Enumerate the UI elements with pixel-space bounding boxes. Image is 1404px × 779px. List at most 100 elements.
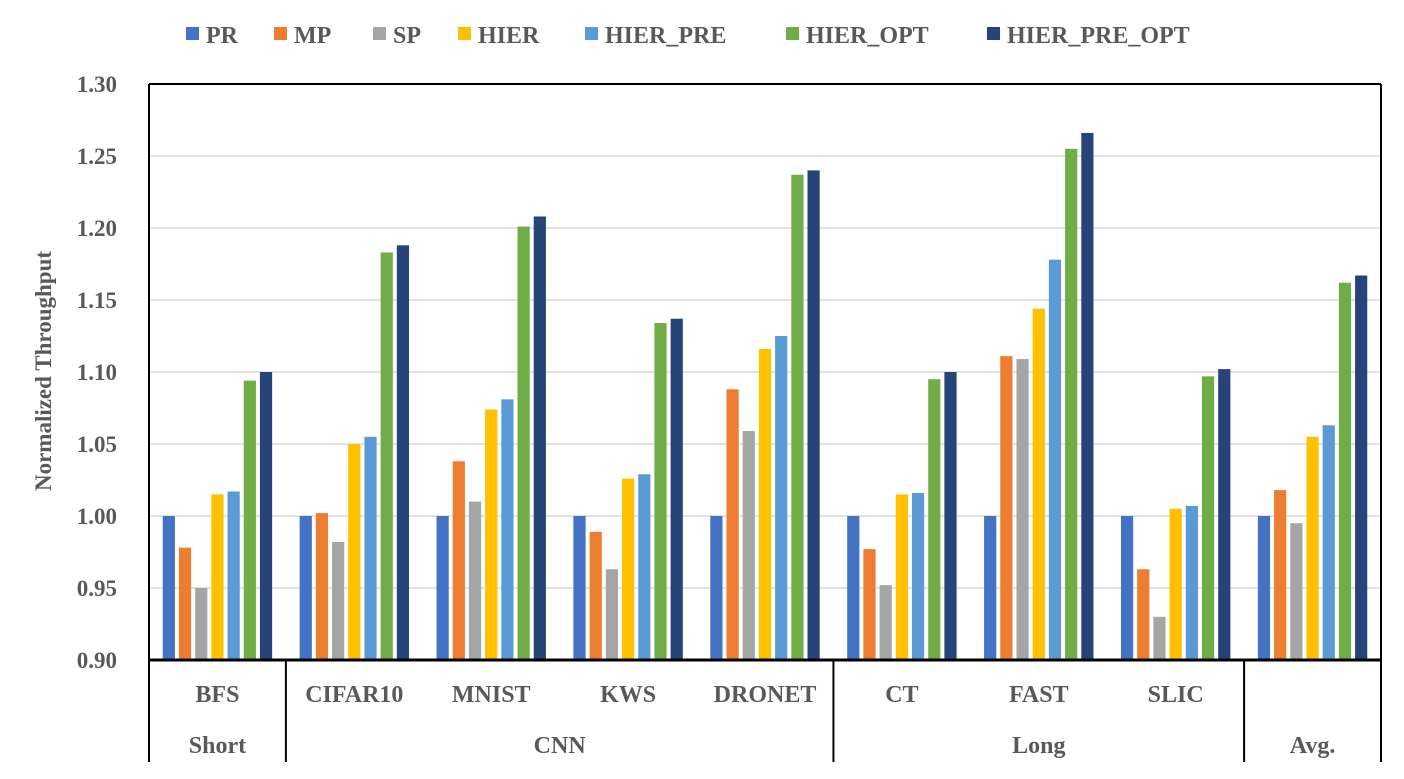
bar-pr [436, 516, 449, 660]
bar-sp [468, 501, 482, 660]
bar-group-bfs [162, 372, 273, 660]
bar-hier_pre_opt [1355, 275, 1368, 660]
bar-sp [195, 588, 208, 660]
category-label-kws: KWS [600, 682, 656, 708]
bar-hier [348, 444, 361, 660]
bar-hier_opt [1065, 148, 1078, 661]
bar-hier_opt [654, 323, 667, 660]
bar-mp [1000, 356, 1013, 660]
bar-hier_pre_opt [396, 245, 410, 660]
category-label-dronet: DRONET [714, 682, 817, 708]
bar-group-ct [847, 372, 957, 660]
legend-swatch-hier_pre_opt [987, 27, 1000, 40]
bar-mp [1274, 490, 1287, 660]
bar-pr [1120, 516, 1134, 660]
bar-hier_opt [1338, 282, 1352, 660]
bar-group-dronet [710, 170, 820, 660]
bar-hier_pre [911, 492, 925, 660]
y-tick-label: 1.25 [77, 144, 117, 169]
bar-hier_pre_opt [533, 216, 546, 661]
bar-group-slic [1120, 369, 1231, 660]
bar-hier_pre_opt [670, 318, 683, 660]
bar-hier_pre_opt [944, 372, 957, 660]
bar-hier_pre [1185, 505, 1198, 660]
bar-sp [1153, 616, 1166, 660]
bar-pr [299, 516, 312, 660]
bar-pr [710, 516, 723, 660]
group-label-long: Long [1012, 733, 1065, 759]
bar-hier_opt [243, 380, 256, 660]
legend-label-hier_pre: HIER_PRE [605, 23, 726, 49]
bar-sp [1016, 359, 1029, 660]
group-label-short: Short [189, 733, 246, 759]
bar-mp [452, 461, 465, 660]
legend-label-hier_pre_opt: HIER_PRE_OPT [1007, 23, 1190, 49]
bar-mp [1137, 569, 1150, 660]
y-axis-label: Normalized Throughput [31, 251, 56, 491]
bar-hier_opt [1201, 376, 1215, 660]
bar-sp [605, 569, 619, 660]
legend: PR MP SP HIER HIER_PRE HIER_OPT HIER_PRE_OPT [186, 23, 1190, 49]
bar-sp [742, 431, 755, 660]
bar-pr [847, 516, 860, 660]
bar-hier_pre [1322, 425, 1335, 660]
y-tick-label: 1.10 [77, 360, 117, 385]
category-label-fast: FAST [1009, 682, 1069, 708]
bar-hier [485, 409, 498, 660]
legend-swatch-hier_pre [585, 27, 598, 40]
bar-pr [573, 516, 586, 660]
y-tick-label: 1.00 [77, 504, 117, 529]
bar-mp [863, 549, 876, 660]
category-label-bfs: BFS [195, 682, 239, 708]
y-tick-label: 1.30 [77, 72, 117, 97]
y-tick-label: 0.95 [77, 576, 117, 601]
bar-group-cifar10 [299, 245, 410, 661]
bar-mp [726, 389, 739, 660]
bar-hier [1169, 508, 1182, 660]
bar-mp [315, 513, 329, 660]
legend-label-mp: MP [294, 23, 331, 49]
bar-mp [589, 531, 602, 660]
bar-hier_pre_opt [259, 372, 273, 660]
category-label-mnist: MNIST [452, 682, 531, 708]
bar-hier_pre [638, 474, 651, 660]
legend-label-pr: PR [206, 23, 239, 49]
legend-swatch-sp [373, 27, 386, 40]
legend-swatch-hier [458, 27, 471, 40]
legend-label-hier_opt: HIER_OPT [806, 23, 929, 49]
bars [162, 132, 1368, 661]
y-tick-label: 1.15 [77, 288, 117, 313]
x-axis-groups: Short CNN Long Avg. [189, 733, 1336, 759]
bar-sp [1290, 523, 1303, 660]
bar-group-fast [984, 132, 1094, 661]
bar-pr [162, 516, 175, 660]
bar-hier_opt [380, 252, 393, 661]
y-tick-label: 0.90 [77, 648, 117, 673]
x-axis-categories: BFS CIFAR10 MNIST KWS DRONET CT FAST SLIC [195, 682, 1203, 708]
bar-hier_pre [501, 399, 514, 660]
bar-hier_pre_opt [1081, 132, 1094, 660]
bar-hier [211, 494, 224, 660]
bar-hier [758, 348, 772, 660]
group-label-cnn: CNN [534, 733, 587, 759]
bar-group-mnist [436, 216, 546, 661]
bar-group-avg [1257, 275, 1368, 660]
legend-swatch-mp [274, 27, 287, 40]
bar-sp [332, 541, 345, 660]
legend-label-sp: SP [393, 23, 421, 49]
y-axis: 0.90 0.95 1.00 1.05 1.10 1.15 1.20 1.25 1.30 [77, 72, 117, 673]
bar-group-kws [573, 318, 683, 660]
bar-hier_pre [775, 336, 788, 660]
y-tick-label: 1.05 [77, 432, 117, 457]
plot-frame [148, 83, 1382, 762]
bar-hier [895, 494, 908, 660]
bar-hier [1032, 308, 1045, 660]
bar-hier_pre [227, 491, 240, 660]
bar-sp [879, 585, 892, 660]
bar-hier_pre_opt [807, 170, 820, 660]
legend-label-hier: HIER [478, 23, 540, 49]
bar-hier [1306, 436, 1319, 660]
legend-swatch-pr [186, 27, 199, 40]
